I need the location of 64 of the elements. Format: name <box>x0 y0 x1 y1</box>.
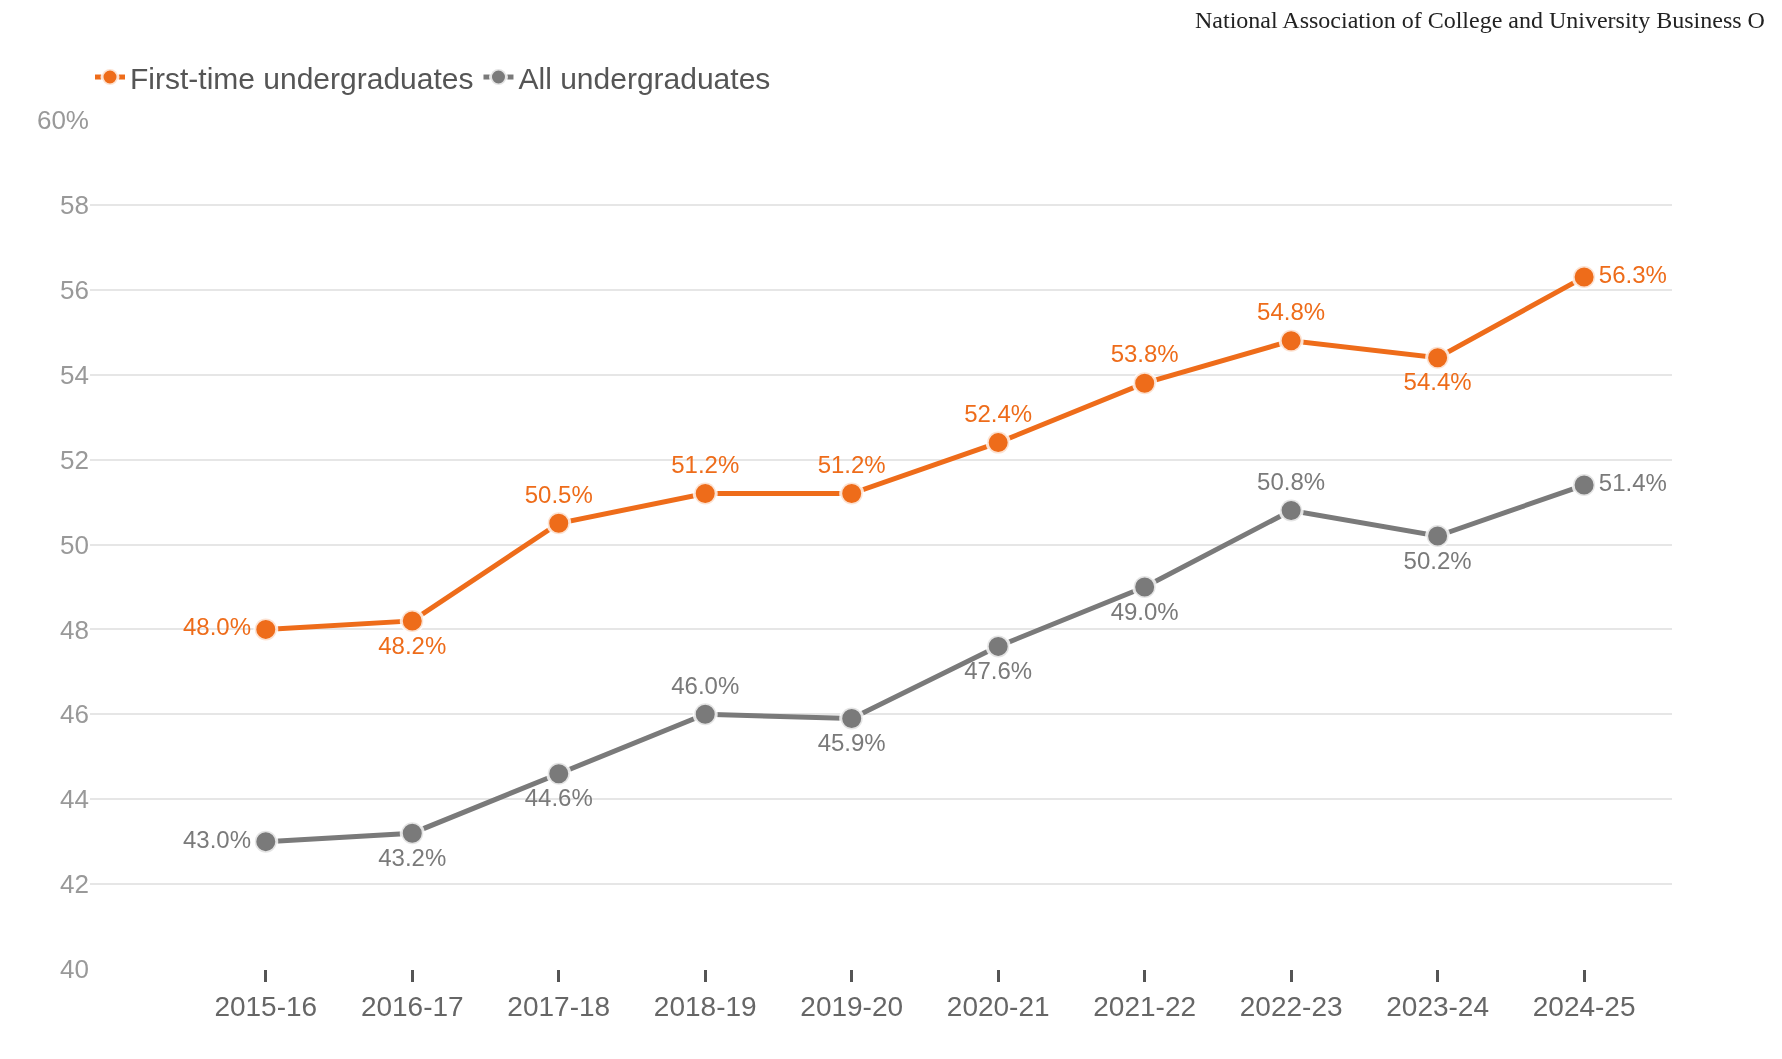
y-tick-label: 56 <box>60 274 89 305</box>
x-tick-label: 2015-16 <box>214 990 318 1022</box>
data-label: 50.2% <box>1403 546 1472 574</box>
point <box>985 633 1011 659</box>
x-tick-label: 2016-17 <box>360 990 464 1022</box>
point <box>1571 264 1597 290</box>
data-label: 52.4% <box>964 399 1033 427</box>
data-label: 53.8% <box>1110 340 1179 368</box>
point <box>1132 370 1158 396</box>
x-tick-label: 2021-22 <box>1093 990 1197 1022</box>
data-label: 46.0% <box>671 671 740 699</box>
point <box>1278 328 1304 354</box>
point <box>1132 574 1158 600</box>
point <box>1425 345 1451 371</box>
data-label: 54.8% <box>1257 297 1326 325</box>
point <box>839 706 865 732</box>
x-tick-label: 2019-20 <box>800 990 904 1022</box>
y-tick-label: 46 <box>60 699 89 730</box>
data-label: 51.2% <box>817 450 886 478</box>
data-label: 45.9% <box>817 729 886 757</box>
x-tick-label: 2020-21 <box>946 990 1050 1022</box>
y-tick-label: 58 <box>60 190 89 220</box>
point <box>546 510 572 536</box>
y-tick-label: 54 <box>60 359 89 390</box>
point <box>1278 498 1304 524</box>
data-label: 51.4% <box>1598 469 1667 497</box>
x-tick-label: 2017-18 <box>507 990 611 1022</box>
legend-label: First-time undergraduates <box>130 61 474 95</box>
point <box>839 481 865 507</box>
x-tick-label: 2018-19 <box>653 990 757 1022</box>
data-label: 43.2% <box>378 843 447 871</box>
x-tick-label: 2024-25 <box>1532 990 1636 1022</box>
data-label: 56.3% <box>1598 261 1667 289</box>
legend-label: All undergraduates <box>518 61 771 95</box>
point <box>399 820 425 846</box>
point <box>692 701 718 727</box>
data-label: 48.0% <box>182 613 252 641</box>
point <box>253 616 279 642</box>
data-label: 51.2% <box>671 450 740 478</box>
point <box>546 761 572 787</box>
point <box>1571 472 1597 498</box>
point <box>985 430 1011 456</box>
point <box>399 608 425 634</box>
data-label: 43.0% <box>182 825 252 853</box>
data-label: 50.5% <box>524 480 593 508</box>
text: National Association of College and University Business O <box>1195 7 1765 33</box>
data-label: 47.6% <box>964 657 1033 685</box>
data-label: 44.6% <box>524 784 593 812</box>
x-tick-label: 2023-24 <box>1386 990 1490 1022</box>
data-label: 50.8% <box>1257 467 1326 495</box>
y-tick-label: 42 <box>60 869 89 900</box>
point <box>1425 523 1451 549</box>
y-tick-label: 52 <box>60 444 89 475</box>
data-label: 54.4% <box>1403 368 1472 396</box>
x-tick-label: 2022-23 <box>1239 990 1343 1022</box>
y-tick-label: 60% <box>36 105 89 136</box>
data-label: 49.0% <box>1110 597 1179 625</box>
point <box>253 829 279 855</box>
y-tick-label: 48 <box>60 614 89 645</box>
y-tick-label: 40 <box>60 954 89 985</box>
data-label: 48.2% <box>378 631 447 659</box>
point <box>692 481 718 507</box>
y-tick-label: 50 <box>60 529 89 560</box>
y-tick-label: 44 <box>60 784 89 815</box>
